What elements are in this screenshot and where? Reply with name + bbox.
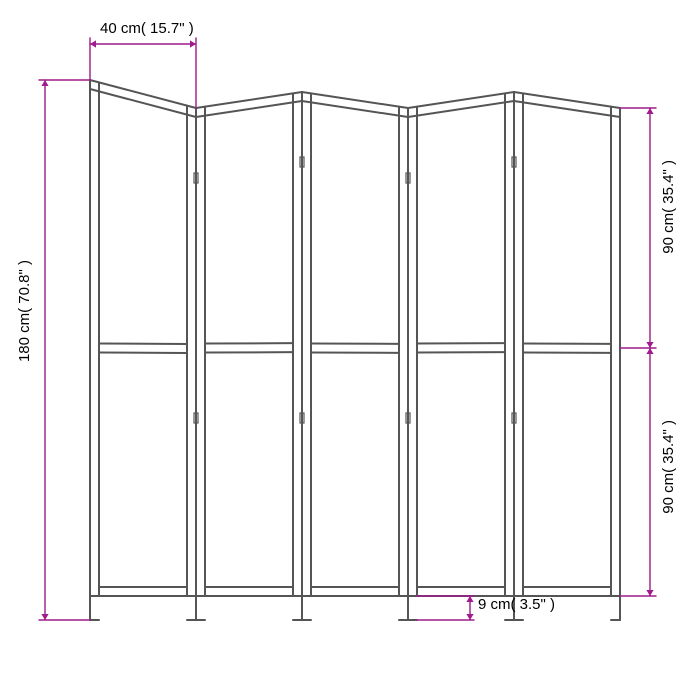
label-panel-width: 40 cm( 15.7" ) (100, 20, 194, 37)
label-foot-height: 9 cm( 3.5" ) (478, 596, 555, 613)
diagram-svg (0, 0, 700, 700)
label-lower-section: 90 cm( 35.4" ) (660, 420, 677, 514)
diagram-canvas: 180 cm( 70.8" ) 40 cm( 15.7" ) 90 cm( 35… (0, 0, 700, 700)
label-upper-section: 90 cm( 35.4" ) (660, 160, 677, 254)
label-total-height: 180 cm( 70.8" ) (16, 260, 33, 362)
